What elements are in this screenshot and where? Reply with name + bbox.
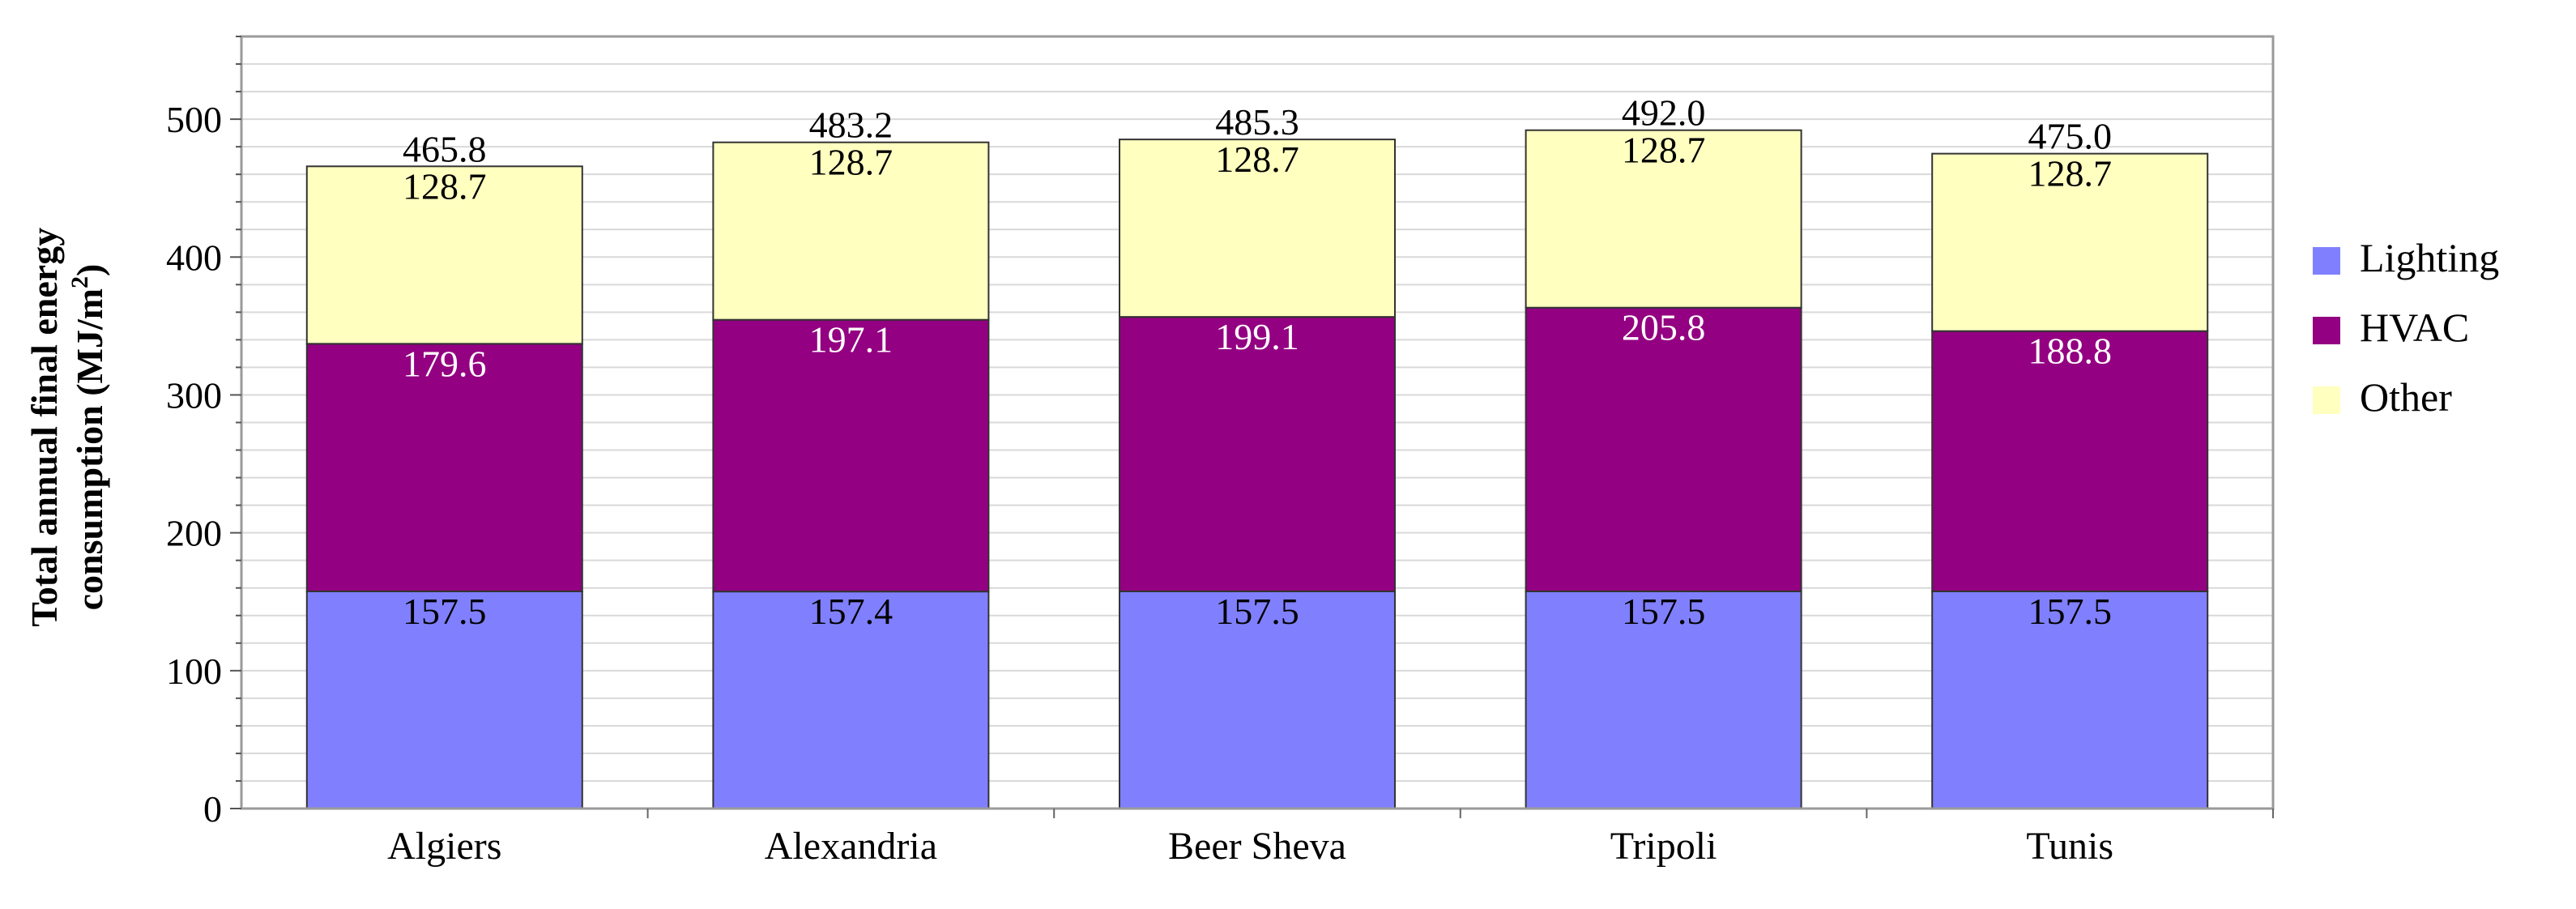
- y-tick-label: 300: [166, 374, 222, 416]
- segment-value-label: 179.6: [403, 343, 487, 384]
- segment-value-label: 157.5: [1622, 591, 1706, 632]
- bar-segment-other: [1931, 152, 2209, 332]
- bar-segment-lighting: [305, 590, 583, 809]
- total-value-label: 475.0: [2028, 116, 2112, 157]
- legend: Lighting HVAC Other: [2313, 235, 2499, 420]
- bar-segment-lighting: [1525, 590, 1802, 809]
- segment-value-label: 205.8: [1622, 307, 1706, 348]
- data-labels: 157.5179.6128.7465.8157.4197.1128.7483.2…: [403, 92, 2112, 632]
- bar-segment-other: [1119, 139, 1396, 318]
- y-tick-label: 0: [203, 788, 222, 830]
- bar-segment-other: [712, 141, 990, 321]
- y-axis-label-line-2: consumption (MJ/m: [69, 288, 110, 610]
- y-tick-label: 500: [166, 99, 222, 140]
- x-tick-label: Algiers: [387, 825, 501, 868]
- total-value-label: 485.3: [1215, 101, 1299, 143]
- y-tick-label: 400: [166, 237, 222, 278]
- bar-segment-hvac: [1119, 316, 1396, 592]
- segment-value-label: 128.7: [809, 142, 893, 183]
- segment-value-label: 128.7: [2028, 153, 2112, 194]
- segment-value-label: 157.4: [809, 591, 893, 632]
- segment-value-label: 128.7: [1215, 139, 1299, 180]
- segment-value-label: 197.1: [809, 319, 893, 361]
- total-value-label: 492.0: [1622, 92, 1706, 134]
- axes: Algiers Alexandria Beer Sheva Tripoli Tunis 0…: [166, 36, 2274, 868]
- y-tick-label: 200: [166, 513, 222, 554]
- total-value-label: 465.8: [403, 128, 487, 169]
- legend-label-hvac: HVAC: [2360, 305, 2469, 350]
- x-tick-label: Tripoli: [1610, 825, 1717, 868]
- bar-segment-other: [305, 165, 583, 345]
- x-tick-label: Beer Sheva: [1168, 825, 1346, 868]
- segment-value-label: 157.5: [403, 591, 487, 632]
- y-axis-label-close: ): [69, 264, 110, 276]
- legend-swatch-hvac: [2313, 317, 2340, 344]
- bar-stacks: [305, 129, 2209, 809]
- legend-label-other: Other: [2360, 374, 2452, 420]
- bar-segment-hvac: [305, 343, 583, 592]
- x-tick-label: Tunis: [2026, 825, 2113, 868]
- total-value-label: 483.2: [809, 105, 893, 146]
- y-axis-label: Total annual final energy consumption (M…: [23, 218, 110, 626]
- bar-segment-hvac: [712, 318, 990, 593]
- segment-value-label: 128.7: [403, 165, 487, 207]
- segment-value-label: 128.7: [1622, 130, 1706, 171]
- segment-value-label: 157.5: [1215, 591, 1299, 632]
- legend-swatch-other: [2313, 386, 2340, 414]
- x-tick-label: Alexandria: [765, 825, 937, 868]
- y-axis-label-line-1: Total annual final energy: [23, 228, 65, 627]
- legend-label-lighting: Lighting: [2360, 235, 2499, 280]
- bar-segment-hvac: [1931, 330, 2209, 592]
- segment-value-label: 199.1: [1215, 316, 1299, 357]
- y-tick-label: 100: [166, 651, 222, 692]
- bar-segment-hvac: [1525, 306, 1802, 592]
- segment-value-label: 188.8: [2028, 331, 2112, 372]
- legend-swatch-lighting: [2313, 247, 2340, 275]
- bar-segment-other: [1525, 129, 1802, 309]
- y-axis-label-superscript: 2: [66, 276, 93, 288]
- segment-value-label: 157.5: [2028, 591, 2112, 632]
- bar-segment-lighting: [1931, 590, 2209, 809]
